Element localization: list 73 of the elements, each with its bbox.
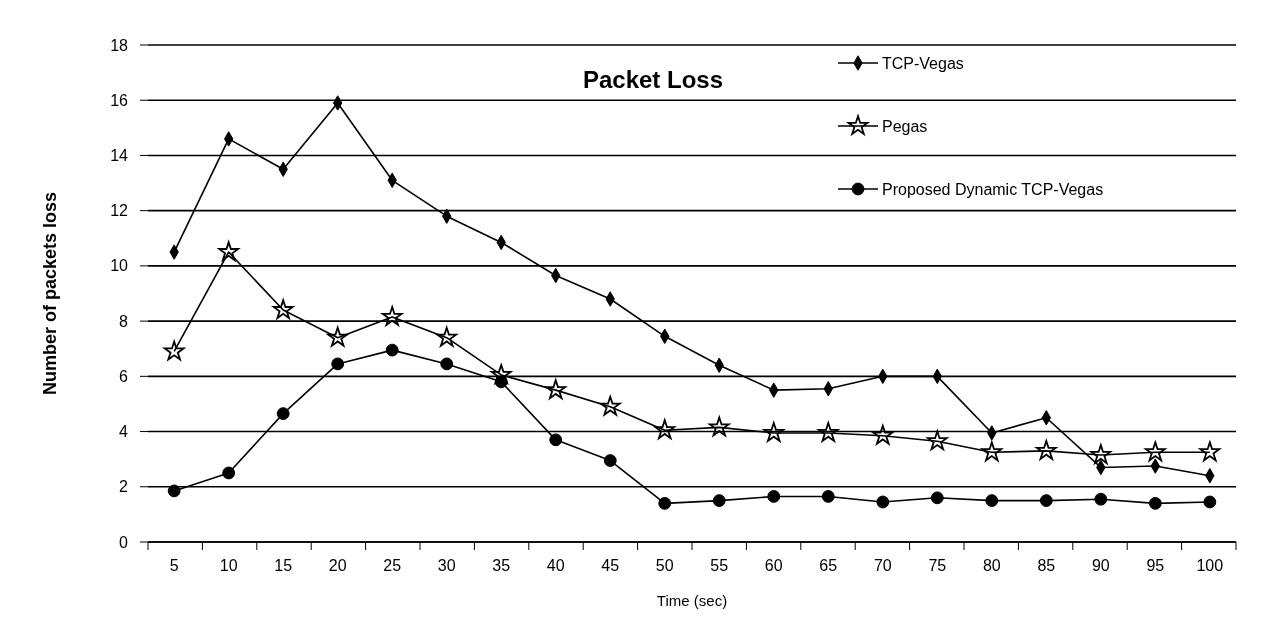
point <box>763 422 785 442</box>
point <box>436 326 458 347</box>
x-tick-label: 85 <box>1037 557 1056 574</box>
x-tick-label: 10 <box>219 557 238 574</box>
y-tick-label: 0 <box>119 533 129 551</box>
point <box>985 494 999 507</box>
point <box>1035 440 1057 460</box>
y-tick-label: 2 <box>119 478 129 496</box>
y-tick-label: 12 <box>110 202 129 220</box>
point <box>331 357 345 371</box>
point <box>381 306 403 326</box>
point <box>872 424 894 445</box>
y-tick-label: 14 <box>110 147 129 165</box>
x-tick-label: 45 <box>601 557 620 574</box>
legend-label: TCP-Vegas <box>882 54 964 72</box>
point <box>599 395 621 416</box>
point <box>222 466 236 480</box>
point <box>1094 492 1108 506</box>
x-tick-label: 5 <box>169 557 179 574</box>
x-tick-label: 60 <box>764 557 783 574</box>
point <box>494 375 508 389</box>
point <box>167 484 181 498</box>
point <box>876 495 890 509</box>
point <box>549 433 563 447</box>
point <box>926 430 948 451</box>
point <box>272 299 294 319</box>
point <box>821 490 835 503</box>
point <box>440 357 454 371</box>
y-tick-label: 10 <box>110 257 129 275</box>
point <box>276 407 290 421</box>
x-axis-title: Time (sec) <box>656 592 728 609</box>
x-tick-label: 50 <box>655 557 674 574</box>
text: Packet Loss <box>582 66 724 93</box>
point <box>1145 441 1166 462</box>
x-tick-label: 35 <box>492 557 511 574</box>
legend-label: Proposed Dynamic TCP-Vegas <box>882 180 1104 198</box>
point <box>1148 496 1162 510</box>
x-tick-label: 90 <box>1091 557 1110 574</box>
point <box>930 491 944 505</box>
point <box>218 241 239 261</box>
x-tick-label: 95 <box>1146 557 1165 574</box>
y-tick-label: 8 <box>119 312 129 330</box>
point <box>767 490 781 503</box>
point <box>1203 495 1217 509</box>
x-tick-label: 30 <box>437 557 456 574</box>
legend-label: Pegas <box>882 117 928 135</box>
point <box>658 496 672 510</box>
y-axis-title: Number of packets loss <box>40 191 60 396</box>
x-tick-label: 55 <box>710 557 729 574</box>
y-tick-label: 6 <box>119 367 129 385</box>
x-tick-label: 65 <box>819 557 838 574</box>
y-tick-label: 16 <box>110 91 129 109</box>
y-tick-label: 18 <box>110 36 129 54</box>
x-tick-label: 15 <box>274 557 293 574</box>
x-tick-label: 40 <box>546 557 565 574</box>
point <box>1090 444 1112 464</box>
point <box>712 494 726 507</box>
point <box>490 364 512 384</box>
y-tick-label: 4 <box>119 423 129 441</box>
point <box>327 326 349 347</box>
point <box>817 422 839 442</box>
point <box>603 454 617 467</box>
x-tick-label: 25 <box>383 557 402 574</box>
point <box>385 343 399 357</box>
x-tick-label: 20 <box>328 557 347 574</box>
x-tick-label: 100 <box>1196 557 1224 574</box>
point <box>1039 494 1053 507</box>
point <box>654 419 676 440</box>
x-tick-label: 80 <box>982 557 1001 574</box>
point <box>545 379 567 400</box>
x-tick-label: 75 <box>928 557 947 574</box>
point <box>981 441 1003 462</box>
x-tick-label: 70 <box>873 557 892 574</box>
